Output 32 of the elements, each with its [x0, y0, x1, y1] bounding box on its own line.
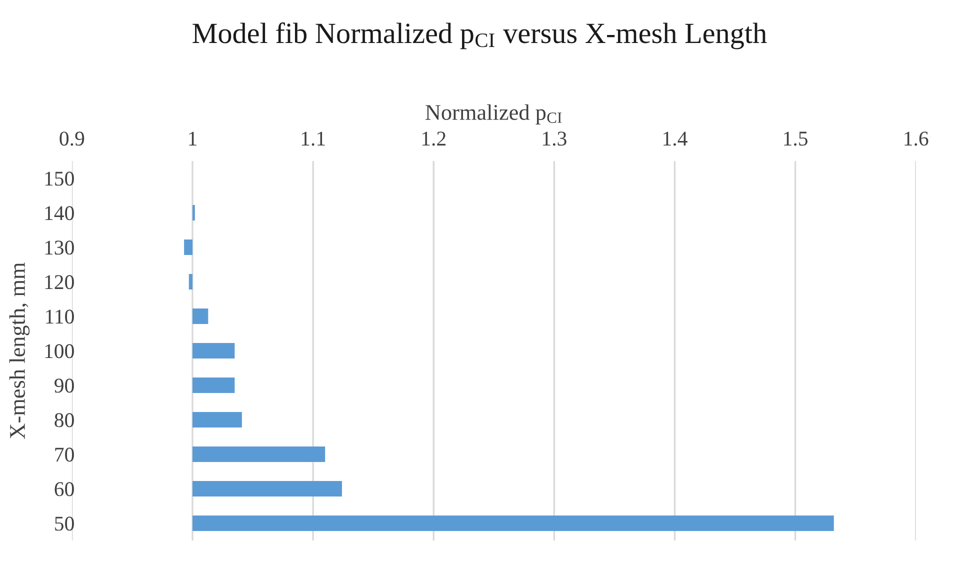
y-tick-label: 90 [54, 378, 74, 393]
x-tick-label: 1.4 [664, 132, 688, 146]
y-tick-label: 70 [55, 448, 74, 462]
bar [192, 446, 326, 462]
bar [192, 308, 208, 324]
bar [192, 480, 342, 497]
y-tick-label: 150 [45, 172, 74, 186]
y-tick-label: 130 [45, 240, 74, 255]
bar [192, 377, 235, 394]
x-tick-label: 1.5 [784, 132, 808, 146]
y-tick-label: 80 [54, 413, 74, 428]
y-tick-label: 140 [45, 206, 74, 220]
x-tick-label: 0.9 [60, 132, 84, 146]
x-tick-label: 1.6 [904, 132, 928, 146]
x-tick-label: 1.1 [302, 132, 325, 146]
bar [192, 412, 242, 428]
y-tick-label: 110 [46, 310, 74, 324]
y-tick-label: 100 [45, 344, 74, 358]
y-tick-label: 50 [55, 516, 74, 531]
y-tick-label: 60 [54, 482, 74, 496]
bar [184, 239, 192, 256]
x-tick-label: 1.3 [542, 132, 566, 146]
bar [192, 515, 834, 532]
chart-title: Model fib Normalized p$_{CI}$ versus X-mesh Length [192, 22, 767, 50]
bar [188, 274, 192, 290]
y-axis-title: X-mesh length, mm [9, 262, 30, 439]
y-tick-label: 120 [45, 275, 74, 290]
bar [192, 342, 235, 359]
bar [192, 204, 195, 221]
x-tick-label: 1.2 [422, 132, 446, 146]
x-tick-label: 1 [189, 132, 196, 146]
x-axis-title: Normalized p$_{CI}$ [426, 104, 562, 124]
